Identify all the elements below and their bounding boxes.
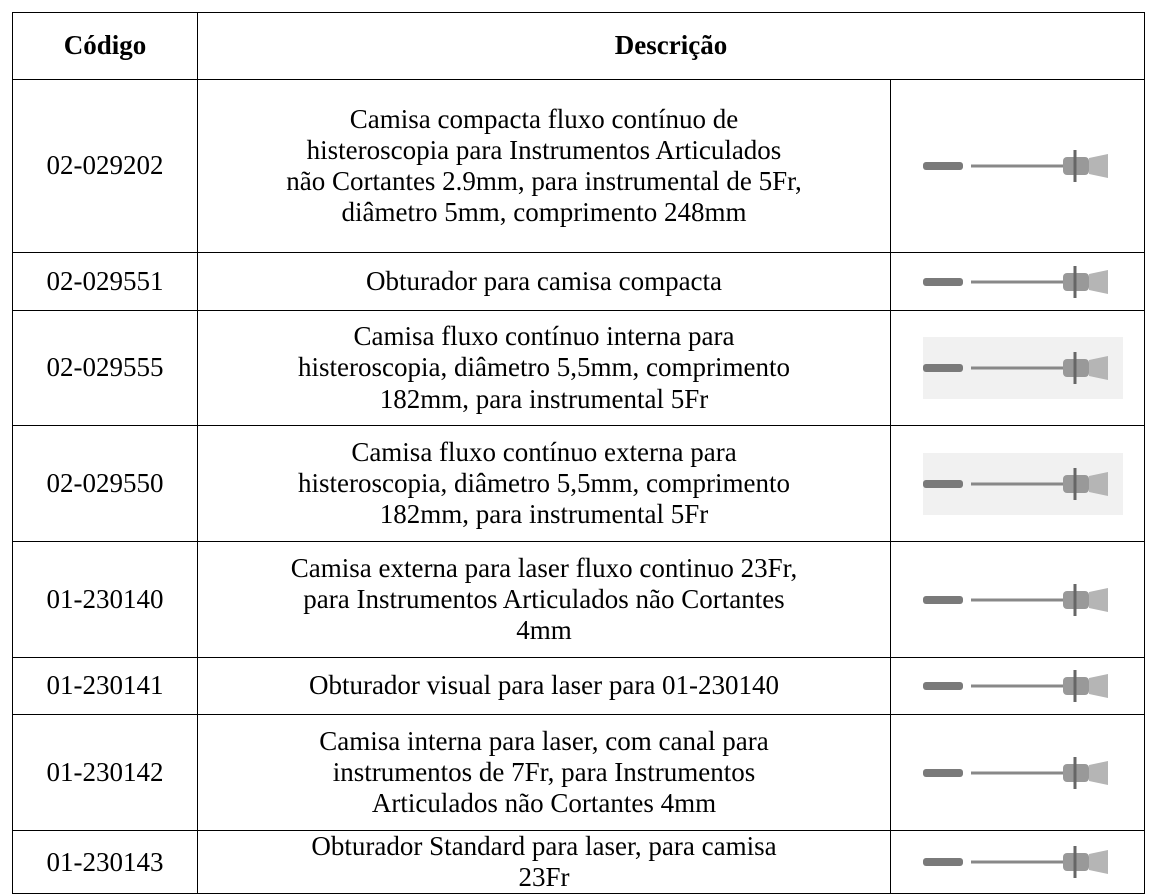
description-cell: Obturador visual para laser para 01-2301…	[197, 657, 891, 715]
description-text: Obturador visual para laser para 01-2301…	[308, 670, 780, 701]
image-cell	[889, 310, 1146, 426]
description-text: Camisa fluxo contínuo interna para histe…	[298, 321, 790, 414]
table-row: 02-029202 Camisa compacta fluxo contínuo…	[12, 79, 1146, 253]
table-row: 02-029550 Camisa fluxo contínuo externa …	[12, 425, 1146, 542]
image-cell	[889, 79, 1146, 253]
product-table: Código Descrição 02-029202 Camisa compac…	[12, 12, 1146, 894]
image-cell	[889, 252, 1146, 311]
table-body: 02-029202 Camisa compacta fluxo contínuo…	[12, 79, 1146, 894]
description-cell: Camisa interna para laser, com canal par…	[197, 714, 891, 831]
instrument-image	[922, 150, 1108, 182]
description-text: Camisa fluxo contínuo externa para histe…	[298, 436, 790, 530]
description-text: Camisa interna para laser, com canal par…	[319, 725, 769, 819]
table-row: 01-230141 Obturador visual para laser pa…	[12, 657, 1146, 715]
table-row: 01-230142 Camisa interna para laser, com…	[12, 714, 1146, 831]
instrument-image	[922, 337, 1123, 399]
table-row: 01-230143 Obturador Standard para laser,…	[12, 829, 1146, 894]
code-cell: 02-029555	[12, 310, 198, 426]
instrument-image	[922, 265, 1108, 298]
image-cell	[889, 541, 1146, 658]
instrument-image	[922, 846, 1108, 879]
code-cell: 02-029202	[12, 79, 198, 253]
description-cell: Camisa compacta fluxo contínuo de hister…	[197, 79, 891, 253]
code-cell: 01-230143	[12, 829, 198, 894]
instrument-image	[922, 756, 1108, 789]
image-cell	[889, 714, 1146, 831]
code-cell: 01-230142	[12, 714, 198, 831]
description-cell: Obturador para camisa compacta	[197, 252, 891, 311]
table-row: 02-029555 Camisa fluxo contínuo interna …	[12, 310, 1146, 426]
description-text: Obturador para camisa compacta	[365, 265, 723, 296]
image-cell	[889, 425, 1146, 542]
description-cell: Camisa fluxo contínuo interna para histe…	[197, 310, 891, 426]
code-cell: 01-230141	[12, 657, 198, 715]
description-cell: Camisa fluxo contínuo externa para histe…	[197, 425, 891, 542]
description-text: Camisa externa para laser fluxo continuo…	[290, 552, 798, 646]
code-cell: 02-029550	[12, 425, 198, 542]
description-cell: Obturador Standard para laser, para cami…	[197, 829, 891, 894]
instrument-image	[922, 670, 1108, 702]
header-code: Código	[12, 12, 198, 80]
description-cell: Camisa externa para laser fluxo continuo…	[197, 541, 891, 658]
table-row: 01-230140 Camisa externa para laser flux…	[12, 541, 1146, 658]
code-cell: 01-230140	[12, 541, 198, 658]
instrument-image	[922, 583, 1108, 616]
header-row: Código Descrição	[12, 12, 1146, 80]
code-cell: 02-029551	[12, 252, 198, 311]
image-cell	[889, 829, 1146, 894]
description-text: Camisa compacta fluxo contínuo de hister…	[286, 103, 802, 228]
description-text: Obturador Standard para laser, para cami…	[311, 831, 777, 893]
header-description: Descrição	[196, 12, 1146, 80]
image-cell	[889, 657, 1146, 715]
table-row: 02-029551 Obturador para camisa compacta	[12, 252, 1146, 311]
instrument-image	[922, 452, 1123, 515]
